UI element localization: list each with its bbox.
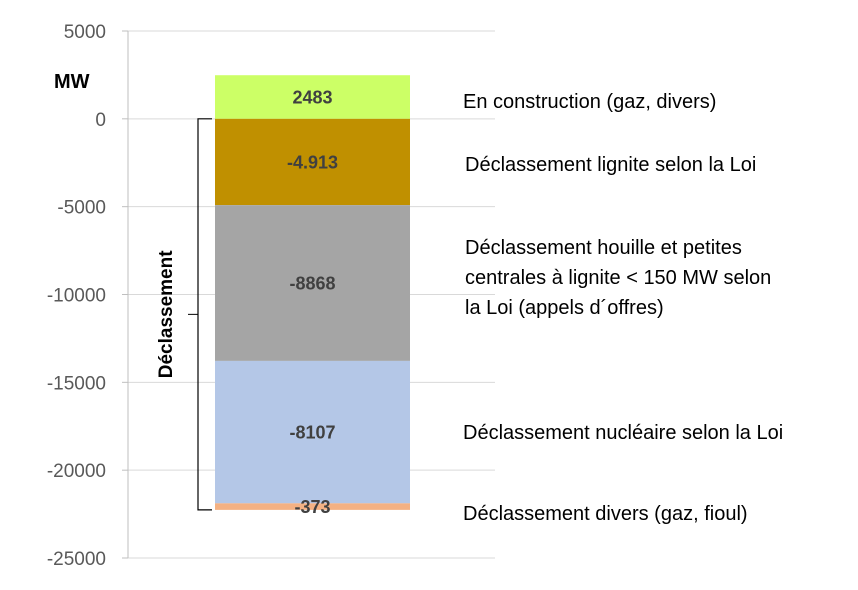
y-tick-label: -25000 bbox=[47, 549, 106, 570]
segment-annotation: En construction (gaz, divers) bbox=[463, 91, 716, 113]
segment-annotation: Déclassement houille et petites centrales… bbox=[465, 237, 771, 319]
y-tick-label: 5000 bbox=[64, 22, 106, 43]
bar-segments: 2483 -4.913 -8868 -8107 -373 bbox=[215, 75, 410, 517]
bar-segment-1 bbox=[215, 118, 410, 206]
annotation-line: la Loi (appels d´offres) bbox=[465, 297, 664, 319]
y-axis-unit-label: MW bbox=[54, 71, 90, 93]
segment-value-label: -8107 bbox=[289, 423, 335, 443]
segment-annotation: Déclassement divers (gaz, fioul) bbox=[463, 503, 748, 525]
annotation-line: Déclassement lignite selon la Loi bbox=[465, 154, 756, 176]
y-tick-label: -10000 bbox=[47, 286, 106, 307]
bar-segment-2 bbox=[215, 205, 410, 361]
bracket-line bbox=[197, 118, 212, 511]
annotation-line: centrales à lignite < 150 MW selon bbox=[465, 267, 771, 289]
y-tick-label: -20000 bbox=[47, 461, 106, 482]
y-tick-label: -5000 bbox=[57, 198, 106, 219]
bar-segment-0 bbox=[215, 75, 410, 119]
segment-annotation: Déclassement lignite selon la Loi bbox=[465, 154, 756, 176]
segment-value-label: 2483 bbox=[292, 88, 332, 108]
y-tick-label: -15000 bbox=[47, 373, 106, 394]
segment-value-label: -4.913 bbox=[287, 152, 338, 172]
y-axis-ticks: 5000 0 -5000 -10000 -15000 -20000 -25000 bbox=[47, 22, 128, 570]
declassement-bracket: Déclassement bbox=[156, 118, 212, 511]
bar-segment-3 bbox=[215, 360, 410, 504]
annotation-line: En construction (gaz, divers) bbox=[463, 91, 716, 113]
segment-annotations: En construction (gaz, divers) Déclassemen… bbox=[463, 91, 783, 525]
bracket-label: Déclassement bbox=[156, 250, 177, 378]
segment-value-label: -8868 bbox=[289, 274, 335, 294]
bar-segment-4 bbox=[215, 503, 410, 510]
segment-annotation: Déclassement nucléaire selon la Loi bbox=[463, 422, 783, 444]
y-tick-label: 0 bbox=[95, 110, 106, 131]
annotation-line: Déclassement houille et petites bbox=[465, 237, 742, 259]
annotation-line: Déclassement divers (gaz, fioul) bbox=[463, 503, 748, 525]
annotation-line: Déclassement nucléaire selon la Loi bbox=[463, 422, 783, 444]
segment-value-label: -373 bbox=[294, 497, 330, 517]
